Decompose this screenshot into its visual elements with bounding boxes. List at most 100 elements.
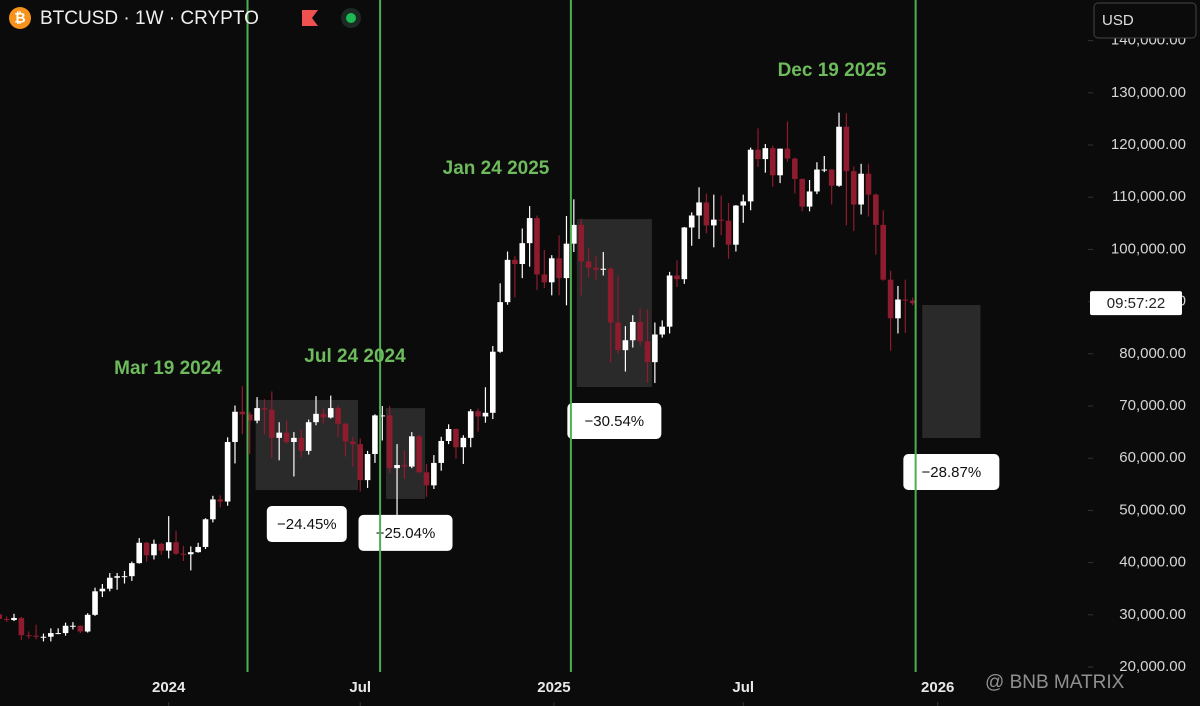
candle-body [283, 432, 290, 443]
candle-body [210, 499, 216, 520]
candle-body [158, 543, 165, 551]
candle-body [504, 259, 511, 303]
drawdown-box [922, 305, 981, 439]
candle-body [747, 149, 754, 202]
candle-body [25, 635, 32, 637]
candle-body [394, 464, 400, 469]
drawdown-label-box [358, 514, 453, 551]
drawdown-label-box [266, 506, 347, 543]
candle-body [357, 444, 364, 481]
candle-body [880, 224, 887, 280]
candle-body [173, 542, 179, 554]
event-label: Jul 24 2024 [304, 346, 406, 367]
candle-body [114, 576, 120, 578]
currency-select[interactable] [1093, 2, 1197, 39]
candle-body [254, 408, 260, 421]
candle-body [843, 126, 850, 172]
x-tick-label: 2025 [537, 679, 570, 696]
candle-body [475, 411, 481, 417]
candle-body [232, 411, 238, 443]
candle-body [850, 171, 857, 205]
candle-body [445, 428, 452, 441]
candle-body [497, 302, 503, 352]
countdown: 09:57:22 [1107, 295, 1165, 312]
candle-body [740, 201, 747, 206]
y-tick-label: 110,000.00 [1112, 188, 1186, 205]
candle-body [806, 191, 813, 207]
candle-body [895, 299, 901, 319]
candle-body [217, 499, 224, 502]
candle-body [703, 202, 710, 226]
candle-body [482, 412, 489, 417]
candle-body [180, 553, 187, 555]
y-tick-label: 80,000.00 [1119, 345, 1186, 362]
candle-body [755, 149, 761, 160]
flag-icon[interactable] [302, 10, 318, 26]
candle-body [858, 173, 864, 205]
candle-body [666, 275, 673, 327]
candle-body [696, 202, 702, 216]
drawdown-label: −24.45% [277, 516, 337, 533]
candle-body [136, 542, 143, 564]
candle-body [99, 588, 106, 592]
candle-body [593, 267, 599, 270]
candle-body [769, 148, 776, 176]
candle-body [386, 415, 393, 469]
event-label: Dec 19 2025 [778, 60, 887, 81]
currency-label: USD [1102, 12, 1134, 29]
price-tag [1090, 291, 1182, 316]
candle-body [652, 334, 658, 363]
candle-body [239, 411, 246, 415]
candle-body [563, 243, 570, 279]
candle-body [688, 215, 695, 228]
drawdown-box [576, 219, 652, 388]
candle-body [762, 148, 769, 160]
candle-body [659, 326, 666, 335]
x-tick-label: 2024 [152, 679, 186, 696]
status-dot [346, 13, 356, 23]
y-tick-label: 100,000.00 [1111, 240, 1186, 257]
coin-icon [9, 7, 31, 29]
y-tick-label: 40,000.00 [1119, 554, 1186, 571]
event-label: Mar 19 2024 [114, 358, 222, 379]
candle-body [784, 148, 791, 159]
candle-body [828, 169, 835, 186]
candle-body [276, 432, 282, 438]
candle-body [548, 258, 555, 283]
candle-body [519, 243, 526, 265]
candle-body [40, 636, 47, 638]
y-tick-label: 50,000.00 [1119, 501, 1186, 518]
candle-body [490, 351, 496, 413]
candle-body [615, 322, 621, 351]
candle-body [600, 268, 607, 270]
candle-body [585, 261, 592, 268]
candle-body [725, 220, 732, 245]
drawdown-label: −30.54% [585, 413, 645, 430]
candle-body [77, 625, 84, 632]
y-tick-label: 60,000.00 [1119, 449, 1186, 466]
candle-body [534, 218, 540, 275]
candle-body [637, 321, 643, 342]
candle-body [799, 178, 805, 207]
candle-body [92, 591, 98, 615]
y-tick-label: 120,000.00 [1111, 136, 1186, 153]
candle-body [541, 274, 548, 283]
candle-body [18, 617, 25, 636]
candle-body [320, 413, 327, 418]
candle-body [681, 227, 688, 280]
candle-body [408, 436, 415, 467]
x-tick-label: Jul [349, 679, 371, 696]
candle-body [335, 408, 341, 424]
candle-body [887, 279, 894, 319]
candle-body [261, 408, 268, 410]
candle-body [710, 219, 717, 226]
candle-body [33, 635, 39, 637]
candle-body [313, 413, 319, 423]
candle-body [792, 158, 798, 179]
candle-body [121, 576, 128, 578]
x-tick-label: 2026 [921, 679, 954, 696]
candle-body [556, 258, 562, 279]
event-label: Jan 24 2025 [443, 158, 550, 179]
candle-body [873, 194, 879, 225]
